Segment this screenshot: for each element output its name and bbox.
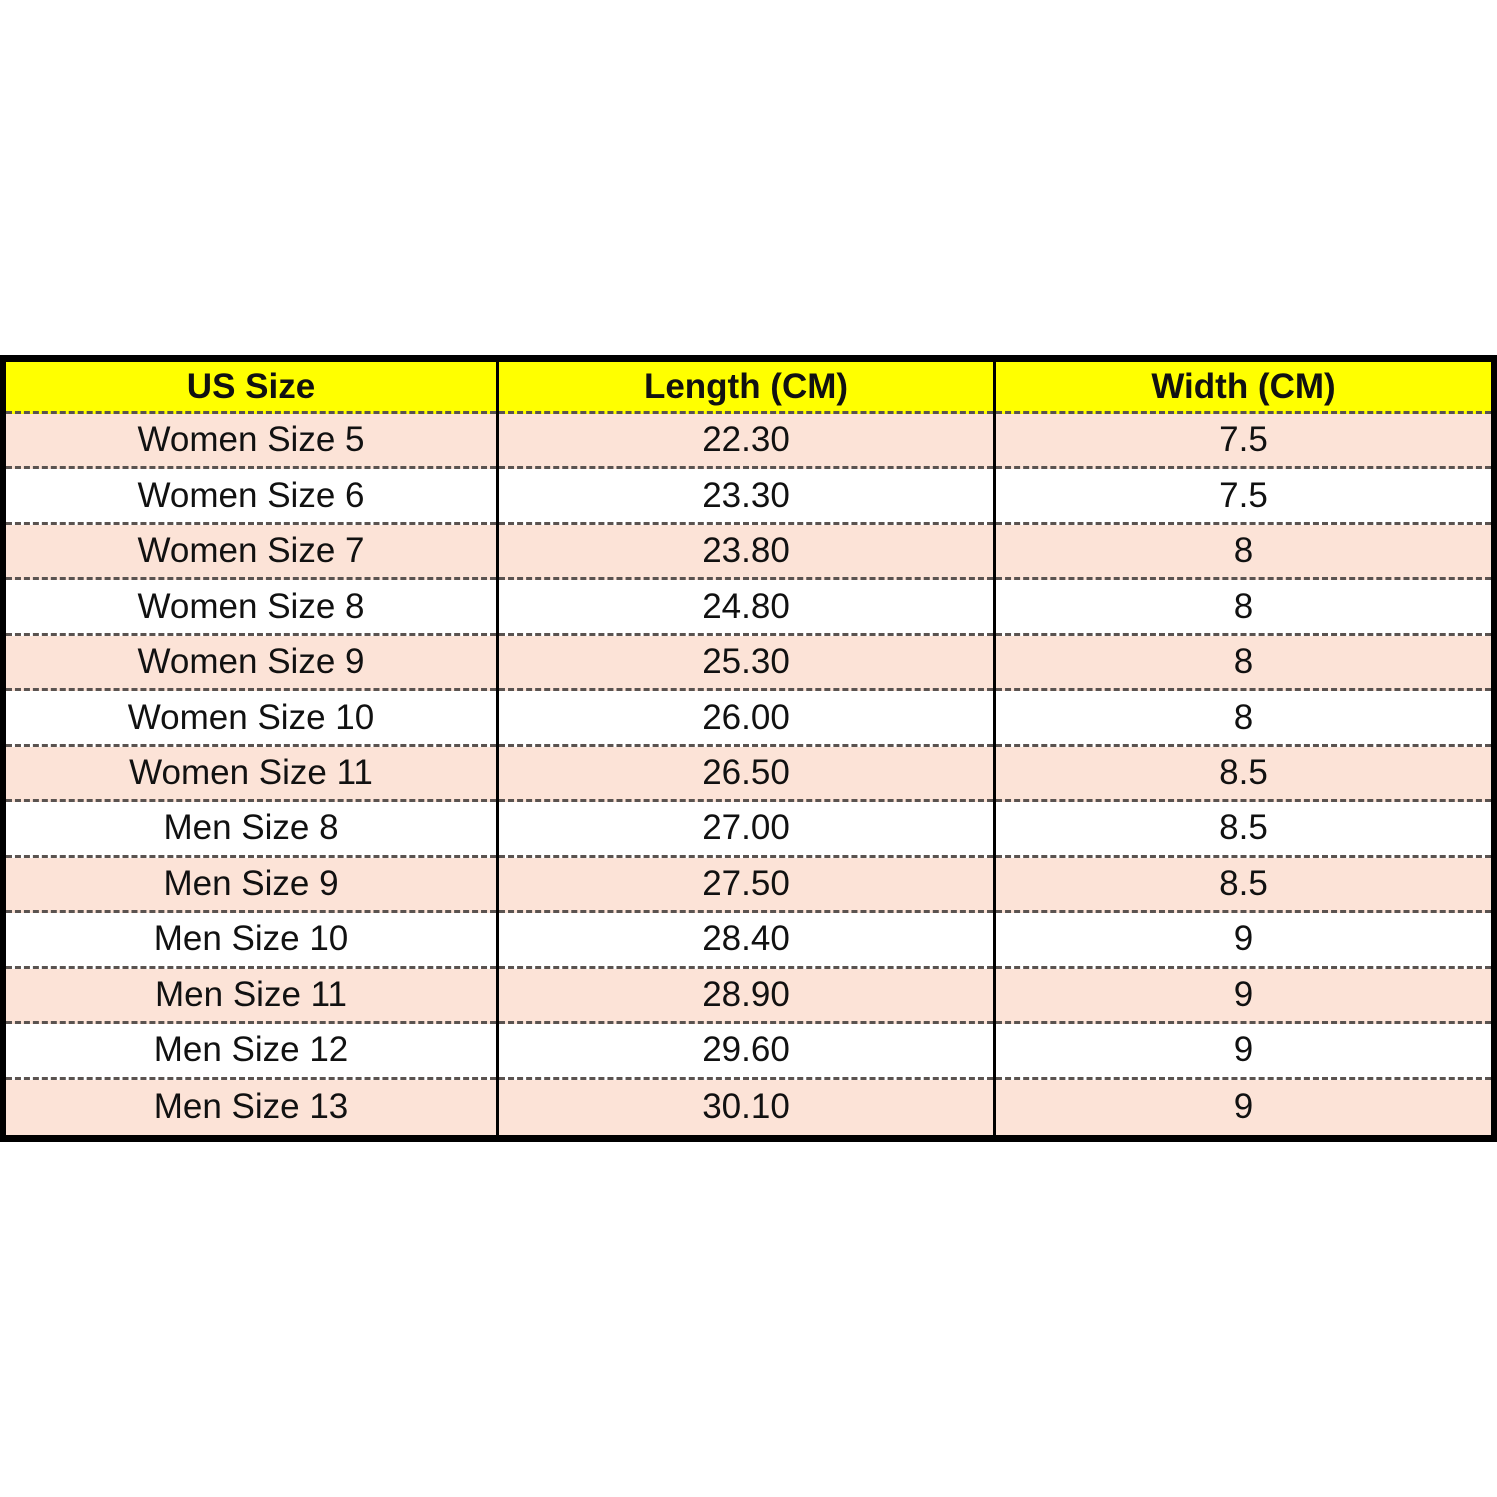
- length-cell: 26.00: [499, 691, 993, 747]
- width-cell: 7.5: [996, 414, 1491, 470]
- length-cell: 30.10: [499, 1079, 993, 1135]
- length-cell: 28.90: [499, 968, 993, 1025]
- length-cell: 27.50: [499, 857, 993, 914]
- length-cell: 26.50: [499, 746, 993, 803]
- length-cell: 23.30: [499, 469, 993, 525]
- width-cell: 9: [996, 1024, 1491, 1080]
- width-cell: 8: [996, 691, 1491, 747]
- size-cell: Men Size 11: [6, 968, 496, 1025]
- size-cell: Men Size 13: [6, 1079, 496, 1135]
- length-cell: 25.30: [499, 635, 993, 692]
- length-cell: 29.60: [499, 1024, 993, 1080]
- size-cell: Women Size 6: [6, 469, 496, 525]
- size-cell: Men Size 10: [6, 913, 496, 969]
- size-cell: Women Size 5: [6, 414, 496, 470]
- width-cell: 8.5: [996, 802, 1491, 858]
- width-cell: 8: [996, 580, 1491, 636]
- size-cell: Women Size 7: [6, 524, 496, 581]
- size-cell: Men Size 8: [6, 802, 496, 858]
- size-cell: Women Size 8: [6, 580, 496, 636]
- size-cell: Women Size 9: [6, 635, 496, 692]
- width-cell: 7.5: [996, 469, 1491, 525]
- size-cell: Men Size 9: [6, 857, 496, 914]
- width-cell: 8.5: [996, 857, 1491, 914]
- size-cell: Men Size 12: [6, 1024, 496, 1080]
- width-cell: 9: [996, 1079, 1491, 1135]
- header-us-size: US Size: [6, 362, 496, 414]
- width-cell: 8: [996, 524, 1491, 581]
- size-cell: Women Size 11: [6, 746, 496, 803]
- length-cell: 24.80: [499, 580, 993, 636]
- width-cell: 8: [996, 635, 1491, 692]
- header-length: Length (CM): [499, 362, 993, 414]
- size-chart-grid: US Size Length (CM) Width (CM) Women Siz…: [6, 362, 1491, 1135]
- width-cell: 8.5: [996, 746, 1491, 803]
- length-cell: 27.00: [499, 802, 993, 858]
- width-cell: 9: [996, 913, 1491, 969]
- length-cell: 23.80: [499, 524, 993, 581]
- width-cell: 9: [996, 968, 1491, 1025]
- header-width: Width (CM): [996, 362, 1491, 414]
- length-cell: 28.40: [499, 913, 993, 969]
- size-chart-table: US Size Length (CM) Width (CM) Women Siz…: [0, 355, 1497, 1142]
- length-cell: 22.30: [499, 414, 993, 470]
- size-cell: Women Size 10: [6, 691, 496, 747]
